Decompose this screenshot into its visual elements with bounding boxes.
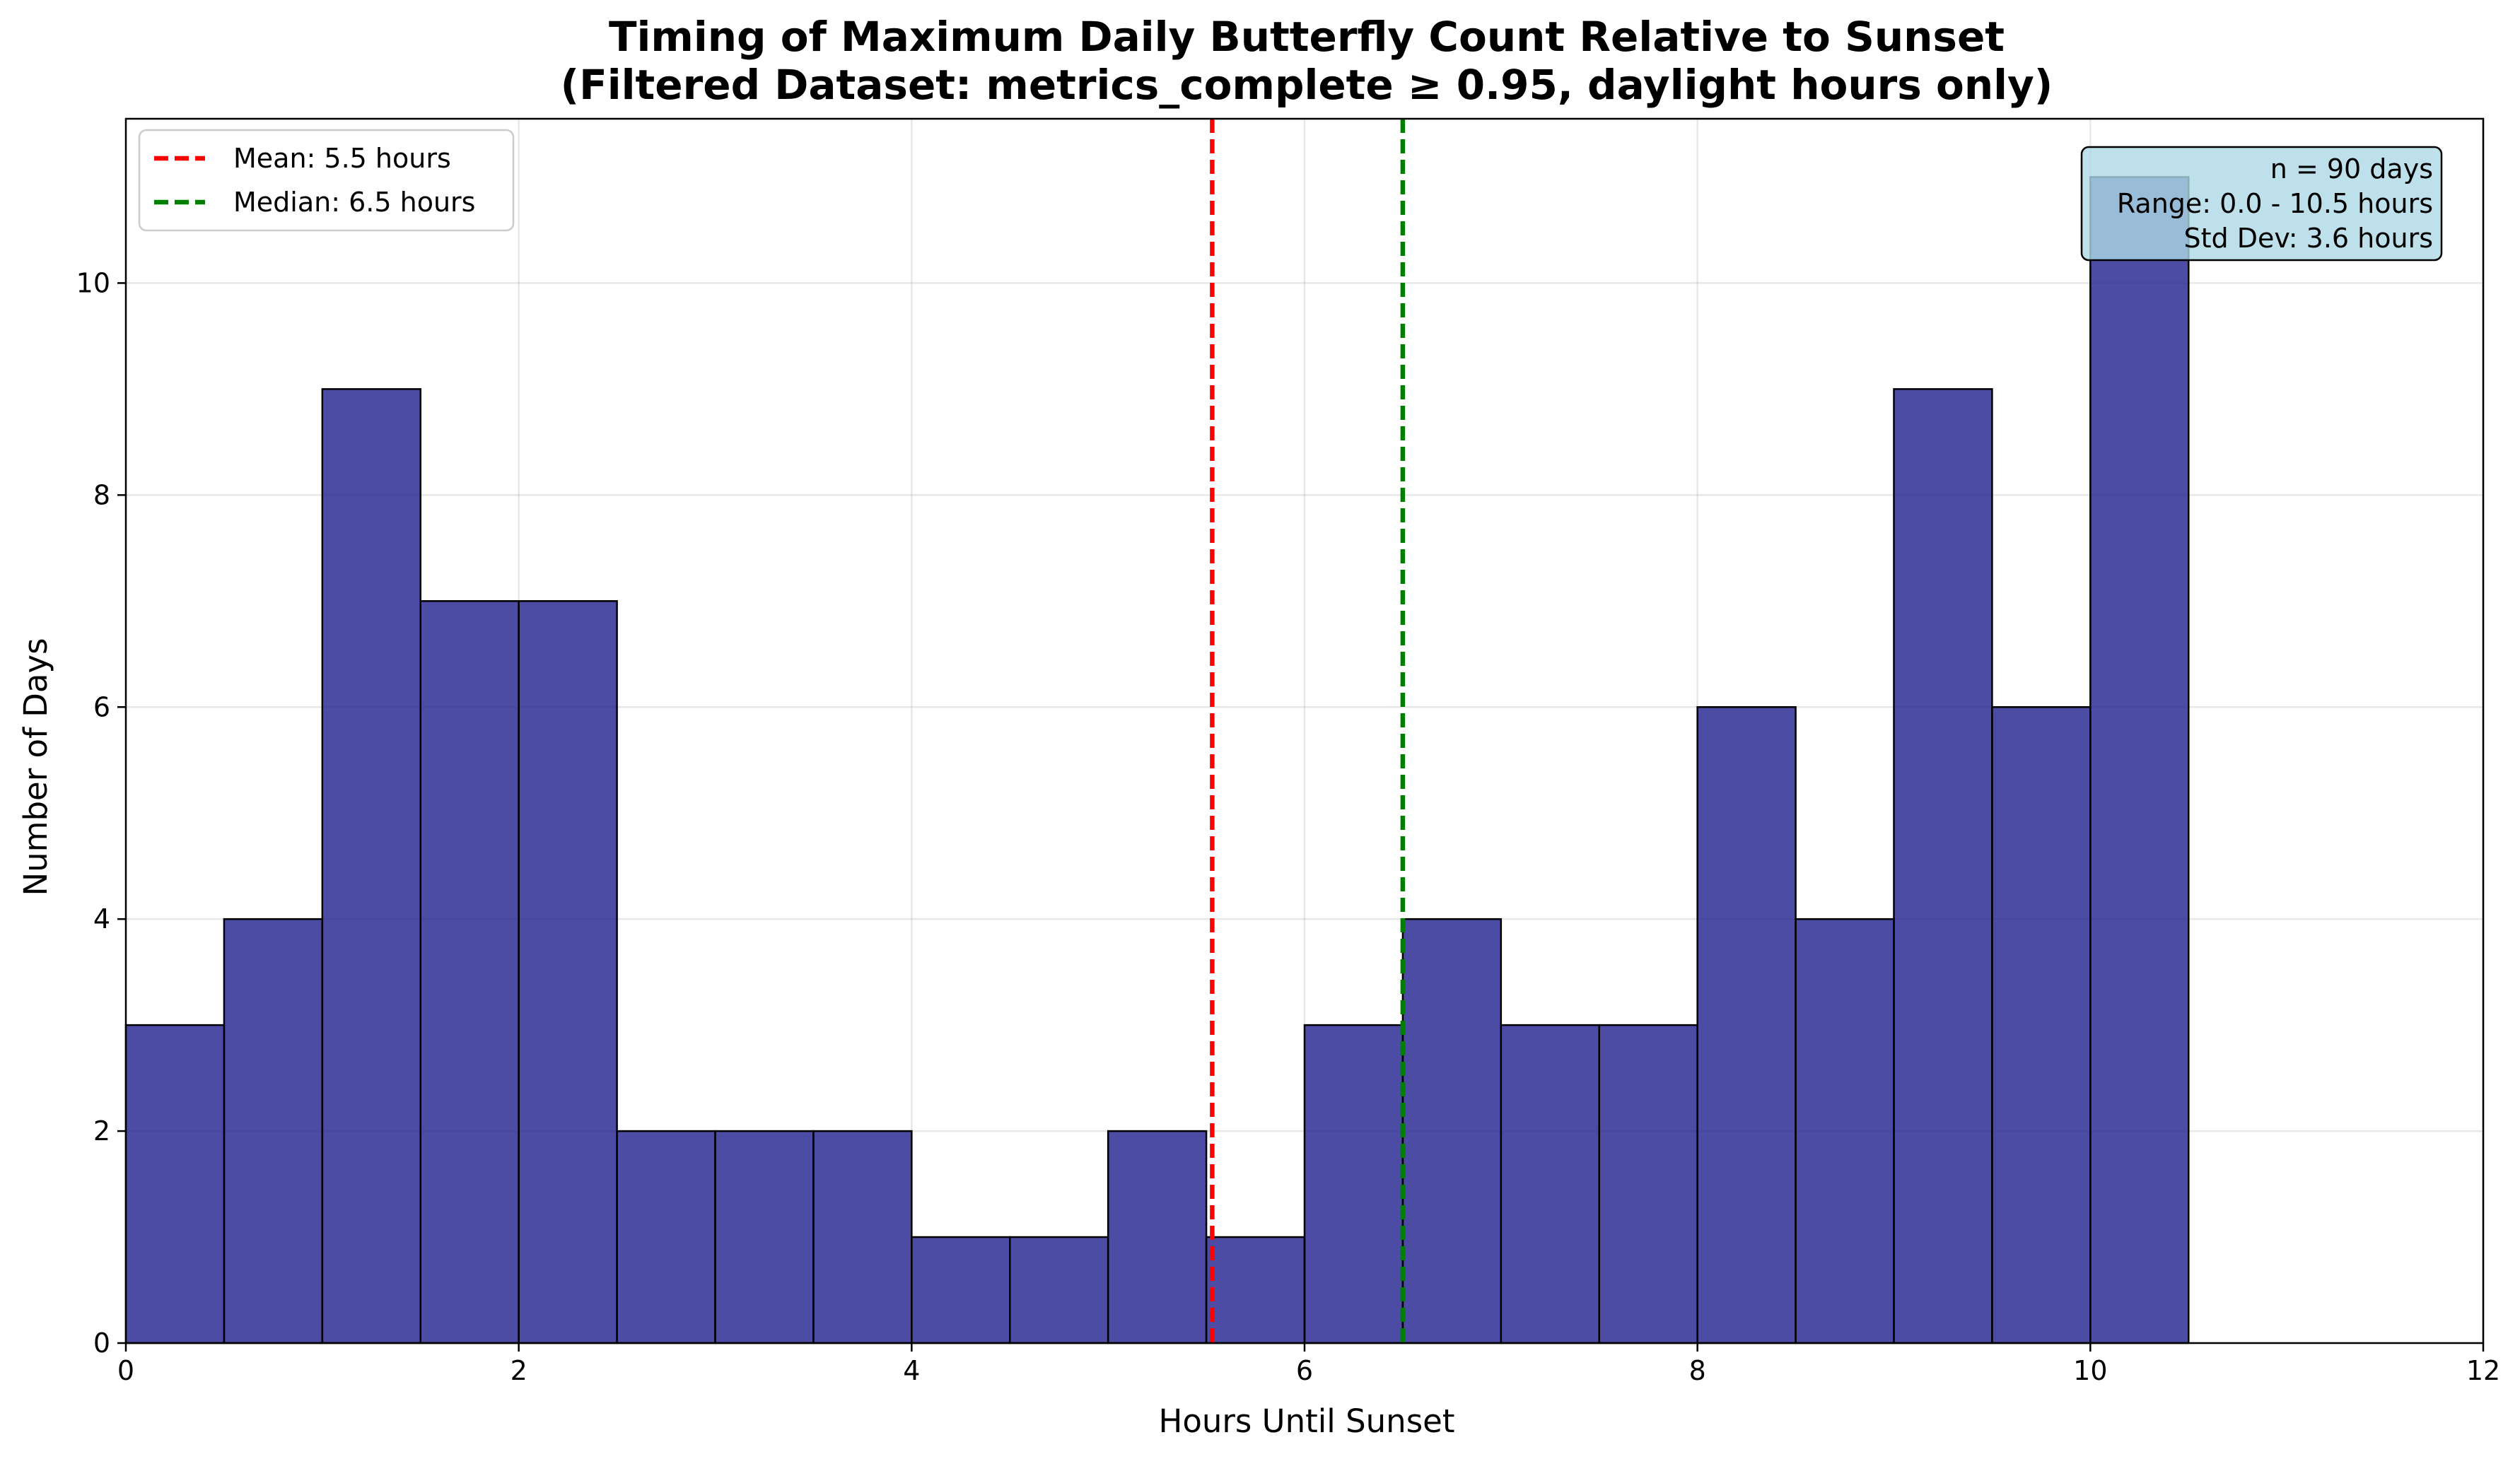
- stats-std-dev: Std Dev: 3.6 hours: [2183, 223, 2433, 254]
- x-tick-label: 12: [2466, 1355, 2500, 1386]
- y-tick-label: 8: [93, 479, 110, 510]
- legend-median-label: Median: 6.5 hours: [233, 187, 475, 218]
- histogram-bar: [1696, 706, 1797, 1344]
- histogram-bar: [1107, 1130, 1208, 1344]
- legend-box: [138, 129, 515, 232]
- histogram-bar: [616, 1130, 716, 1344]
- y-tick-label: 4: [93, 903, 110, 934]
- histogram-bar: [1009, 1236, 1109, 1344]
- axis-ticks: 0 2 4 6 8 10 12 0 2 4 6 8 10: [76, 267, 2501, 1386]
- x-tick-label: 4: [903, 1355, 920, 1386]
- stats-sample-size: n = 90 days: [2270, 153, 2433, 184]
- y-tick-label: 6: [93, 691, 110, 722]
- stats-box: n = 90 days Range: 0.0 - 10.5 hours Std …: [2080, 146, 2443, 262]
- histogram-bar: [714, 1130, 815, 1344]
- x-tick-label: 10: [2073, 1355, 2107, 1386]
- histogram-bar: [1795, 918, 1895, 1344]
- histogram-bar: [1303, 1024, 1404, 1344]
- histogram-bar: [1991, 706, 2092, 1344]
- histogram-bar: [1205, 1236, 1306, 1344]
- histogram-bars: [124, 176, 2190, 1344]
- histogram-bar: [124, 1024, 226, 1344]
- histogram-bar: [1401, 918, 1503, 1344]
- x-tick-label: 2: [511, 1355, 527, 1386]
- x-tick-label: 0: [117, 1355, 134, 1386]
- legend-mean-label: Mean: 5.5 hours: [233, 143, 451, 174]
- histogram-bar: [223, 918, 324, 1344]
- x-tick-label: 6: [1296, 1355, 1313, 1386]
- histogram-bar: [1598, 1024, 1698, 1344]
- y-tick-label: 2: [93, 1115, 110, 1147]
- chart-title: Timing of Maximum Daily Butterfly Count …: [609, 13, 2005, 61]
- legend: Mean: 5.5 hours Median: 6.5 hours: [138, 129, 515, 232]
- y-tick-label: 0: [93, 1328, 110, 1359]
- histogram-bar: [911, 1236, 1011, 1344]
- histogram-bar: [419, 600, 520, 1344]
- histogram-bar: [1893, 388, 1993, 1344]
- histogram-bar: [518, 600, 618, 1344]
- stats-range: Range: 0.0 - 10.5 hours: [2117, 188, 2433, 219]
- histogram-bar: [2089, 176, 2190, 1344]
- chart-subtitle: (Filtered Dataset: metrics_complete ≥ 0.…: [561, 61, 2053, 109]
- histogram-bar: [812, 1130, 913, 1344]
- y-axis-label: Number of Days: [17, 638, 54, 896]
- x-tick-label: 8: [1689, 1355, 1706, 1386]
- histogram-bar: [321, 388, 422, 1344]
- stats-box-background: [2080, 146, 2443, 262]
- x-axis-label: Hours Until Sunset: [1159, 1402, 1455, 1440]
- histogram-bar: [1500, 1024, 1600, 1344]
- y-tick-label: 10: [76, 267, 110, 298]
